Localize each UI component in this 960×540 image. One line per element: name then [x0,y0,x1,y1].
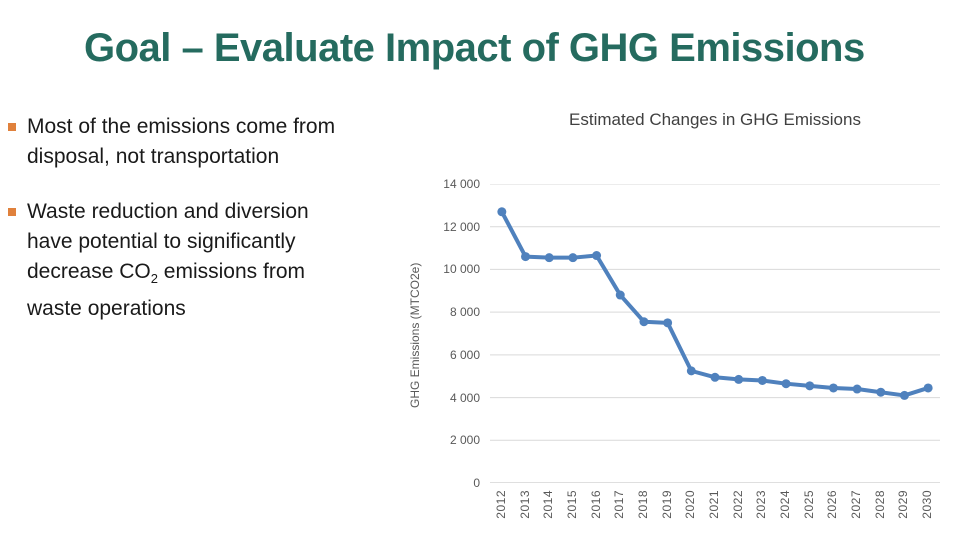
bullet-square-icon [8,123,16,131]
data-point-marker [781,379,791,389]
y-tick-label: 14 000 [443,177,480,191]
data-point-marker [568,253,578,263]
data-point-marker [639,317,649,327]
bullet-square-icon [8,208,16,217]
data-point-marker [663,318,673,328]
x-tick-label: 2012 [493,490,508,519]
plot-area [490,184,940,483]
x-tick-label: 2025 [801,490,816,519]
data-series-line [499,209,931,398]
x-tick-label: 2023 [754,490,769,519]
bullet-text-1: Most of the emissions come from disposal… [27,115,335,168]
bullet-1-text: Most of the emissions come from disposal… [27,115,336,168]
x-tick-label: 2021 [707,490,721,519]
bullet-text-2: Waste reduction and diversion have poten… [27,200,309,320]
data-point-marker [497,207,507,217]
x-tick-label: 2026 [825,490,840,519]
data-point-marker [899,390,909,400]
x-tick-label: 2016 [588,490,603,519]
data-point-marker [757,375,767,385]
y-tick-label: 6 000 [449,347,480,362]
chart: Estimated Changes in GHG Emissions GHG E… [400,100,960,540]
x-tick-label: 2030 [920,490,935,519]
bullet-item-1: Most of the emissions come from disposal… [8,112,339,179]
data-point-marker [592,251,602,261]
data-point-marker [544,253,554,263]
x-tick-label: 2018 [635,490,650,519]
x-tick-label: 2017 [612,490,627,519]
x-tick-label: 2027 [849,490,864,519]
bullet-2-text: Waste reduction and diversion have poten… [27,200,309,284]
y-tick-label: 4 000 [449,390,480,405]
y-tick-label: 12 000 [443,219,480,234]
data-point-marker [805,381,815,391]
x-tick-label: 2019 [659,490,674,519]
x-tick-label: 2013 [517,490,532,519]
x-tick-label: 2022 [730,490,745,519]
data-point-marker [852,384,862,394]
x-tick-label: 2028 [872,490,887,519]
chart-title: Estimated Changes in GHG Emissions [569,110,861,129]
bullet-item-2: Waste reduction and diversion have poten… [8,197,339,324]
bullet-2-post: emissions from waste operations [27,260,305,321]
data-point-marker [828,383,838,393]
y-tick-label: 8 000 [449,305,480,320]
data-point-marker [686,366,696,376]
slide-title: Goal – Evaluate Impact of GHG Emissions [84,26,865,70]
x-tick-label: 2014 [541,490,556,519]
y-tick-label: 0 [473,476,480,490]
y-tick-label: 10 000 [443,262,480,277]
y-tick-label: 2 000 [449,433,480,448]
data-point-marker [615,290,625,300]
x-tick-label: 2024 [778,490,793,519]
bullet-2-sub: 2 [150,271,158,287]
x-tick-label: 2020 [683,490,698,519]
data-point-marker [521,252,531,262]
data-point-marker [923,383,933,393]
bullet-list: Most of the emissions come from disposal… [8,112,410,324]
data-point-marker [876,387,886,397]
x-tick-label: 2015 [564,490,579,519]
data-point-marker [710,372,720,382]
data-point-marker [734,374,744,384]
x-tick-label: 2029 [896,490,911,519]
